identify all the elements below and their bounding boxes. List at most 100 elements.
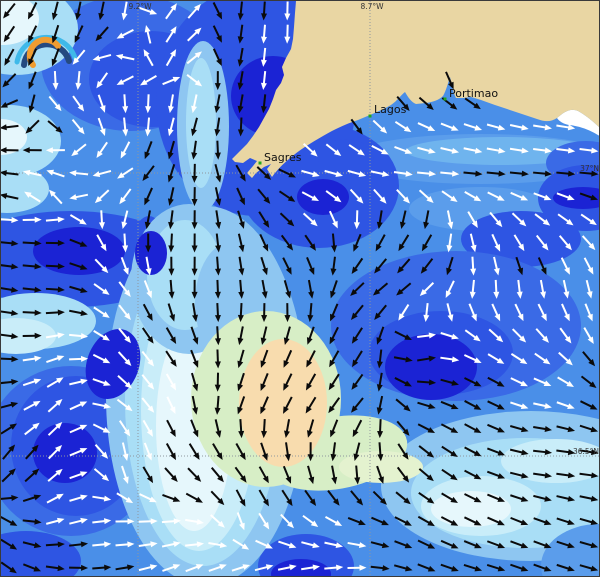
wind-arrow [187,467,202,482]
wind-arrow [75,71,82,91]
wind-arrow-shaft [487,423,500,431]
wind-arrow [261,279,268,299]
wind-arrow-shaft [418,189,430,200]
wind-arrow-head [396,288,404,296]
wind-arrow [260,94,267,114]
wind-arrow-head [567,426,576,433]
wind-arrow-shaft [190,349,197,363]
wind-arrow-shaft [142,303,151,317]
wind-arrow-head [57,517,65,524]
wind-arrow-shaft [69,309,83,315]
wind-arrow [330,256,337,276]
wind-arrow [96,72,109,89]
wind-arrow [28,25,38,43]
wind-arrow-shaft [170,233,173,247]
wind-arrow [487,516,505,526]
wind-arrow [92,53,112,61]
wind-arrow [301,541,320,549]
wind-arrow-head [542,357,551,365]
wind-arrow-shaft [210,514,222,525]
wind-arrow-shaft [447,256,454,270]
wind-arrow-shaft [75,143,87,154]
wind-arrow-shaft [417,563,431,571]
wind-arrow [351,257,364,275]
wind-arrow-shaft [423,282,435,293]
wind-arrow-shaft [212,48,221,61]
wind-arrow [331,465,338,485]
wind-arrow-shaft [169,94,174,108]
wind-arrow-head [124,312,131,321]
wind-arrow-shaft [279,212,291,223]
wind-arrow-head [450,403,459,410]
wind-arrow-head [567,472,576,479]
wind-arrow [584,303,593,322]
wind-arrow-head [405,565,413,572]
wind-arrow-head [122,453,129,462]
wind-arrow [210,514,225,528]
wind-arrow [48,445,63,460]
wind-arrow-shaft [47,471,59,482]
wind-arrow-head [1,124,7,131]
wind-arrow-shaft [354,373,364,386]
wind-arrow-head [285,290,291,299]
wind-arrow-shaft [262,47,267,61]
wind-arrow [92,378,111,386]
wind-arrow [235,489,246,507]
wind-arrow-shaft [123,233,127,247]
wind-arrow-head [308,476,315,485]
wind-arrow [469,233,477,253]
wind-arrow-shaft [142,419,151,433]
wind-arrow [143,442,152,461]
wind-arrow-shaft [332,442,337,456]
wind-arrow-shaft [307,279,313,294]
wind-arrow-shaft [301,169,315,176]
wind-arrow-head [284,453,291,462]
wind-arrow-head [55,399,63,406]
wind-arrow-head [57,216,65,223]
wind-arrow [47,468,63,482]
wind-arrow-head [567,495,576,502]
wind-arrow-shaft [494,279,498,293]
wind-arrow-head [168,291,175,299]
wind-arrow [214,256,221,276]
wind-arrow-shaft [258,211,267,224]
wind-arrow-head [474,565,483,572]
wind-arrow-shaft [29,48,38,61]
wind-arrow [440,423,459,433]
wind-arrow-shaft [210,467,221,479]
wind-arrow-shaft [162,494,176,501]
wind-arrow-head [544,449,553,456]
wind-arrow-head [521,449,529,456]
wind-arrow-head [377,430,384,439]
wind-arrow-head [310,149,318,157]
wind-arrow-shaft [463,123,477,130]
wind-arrow-shaft [192,117,198,131]
wind-arrow [533,147,553,154]
wind-arrow-shaft [349,188,361,200]
sea-shade-navy [135,231,167,275]
wind-arrow-shaft [489,211,500,224]
wind-arrow-head [474,357,482,363]
wind-arrow-head [92,55,101,61]
wind-arrow-shaft [308,326,315,340]
wind-arrow-head [74,35,81,43]
wind-arrow-head [309,498,317,506]
wind-arrow-head [214,129,221,137]
wind-arrow [238,419,245,439]
wind-arrow-shaft [331,465,336,479]
wind-arrow-shaft [5,124,19,129]
wind-arrow-shaft [93,468,106,479]
wind-arrow-shaft [533,472,547,477]
wind-arrow-shaft [278,540,292,547]
wind-arrow [45,263,65,270]
wind-arrow-shaft [354,397,364,409]
wind-arrow-shaft [393,564,408,570]
wind-arrow-shaft [579,424,593,431]
wind-arrow [558,351,573,366]
wind-arrow-head [307,454,314,462]
wind-arrow [94,258,109,274]
wind-arrow [161,541,181,548]
wind-arrow-shaft [515,256,522,270]
